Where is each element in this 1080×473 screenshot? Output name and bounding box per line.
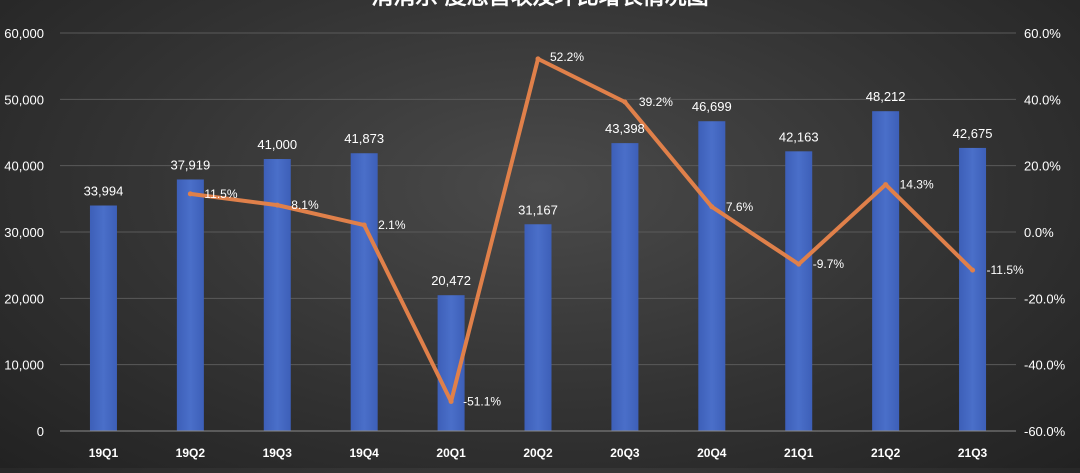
pct-value-label: -51.1% bbox=[463, 394, 501, 408]
right-tick-label: -20.0% bbox=[1024, 291, 1066, 306]
line-point bbox=[274, 202, 280, 208]
line-series bbox=[187, 56, 976, 404]
bar-value-label: 20,472 bbox=[431, 273, 471, 288]
right-tick-label: -40.0% bbox=[1024, 358, 1066, 373]
bar-value-label: 42,675 bbox=[953, 126, 993, 141]
bar bbox=[785, 151, 813, 431]
line-point bbox=[883, 182, 889, 188]
bar bbox=[89, 205, 117, 431]
left-tick-label: 50,000 bbox=[4, 92, 44, 107]
line-point bbox=[448, 398, 454, 404]
bar bbox=[350, 153, 378, 431]
left-tick-label: 30,000 bbox=[4, 225, 44, 240]
right-axis: -60.0% -40.0% -20.0% 0.0% 20.0% 40.0% 60.0% bbox=[1024, 26, 1066, 439]
bar-series bbox=[89, 111, 987, 432]
pct-value-label: 7.6% bbox=[726, 200, 754, 214]
pct-value-label: -11.5% bbox=[987, 263, 1024, 277]
bar bbox=[872, 111, 900, 432]
right-tick-label: 0.0% bbox=[1024, 225, 1054, 240]
pct-value-label: 11.5% bbox=[204, 187, 237, 201]
x-tick-label: 21Q2 bbox=[871, 446, 901, 460]
bar-value-label: 41,873 bbox=[344, 131, 384, 146]
bar bbox=[263, 159, 291, 432]
bar bbox=[176, 179, 204, 431]
left-tick-label: 20,000 bbox=[4, 291, 44, 306]
x-tick-label: 20Q4 bbox=[697, 446, 727, 460]
bar bbox=[959, 147, 987, 432]
x-tick-label: 20Q1 bbox=[436, 446, 466, 460]
line-point bbox=[187, 191, 193, 197]
x-tick-label: 21Q3 bbox=[958, 446, 988, 460]
pct-value-label: 39.2% bbox=[639, 95, 673, 109]
pct-value-label: 8.1% bbox=[291, 198, 319, 212]
bar-value-label: 37,919 bbox=[170, 157, 210, 172]
left-axis: 0 10,000 20,000 30,000 40,000 50,000 60,000 bbox=[4, 26, 44, 439]
bar-value-label: 48,212 bbox=[866, 89, 906, 104]
x-tick-label: 19Q1 bbox=[89, 446, 119, 460]
line-point bbox=[709, 204, 715, 210]
bar-value-label: 33,994 bbox=[84, 184, 124, 199]
line-point bbox=[970, 267, 976, 273]
bar-value-label: 41,000 bbox=[257, 137, 297, 152]
line-point bbox=[622, 99, 628, 105]
bar bbox=[524, 224, 552, 431]
x-tick-label: 20Q2 bbox=[523, 446, 553, 460]
x-tick-label: 19Q2 bbox=[176, 446, 206, 460]
right-tick-label: -60.0% bbox=[1024, 424, 1066, 439]
right-tick-label: 60.0% bbox=[1024, 26, 1061, 41]
bar-value-label: 43,398 bbox=[605, 121, 645, 136]
pct-value-label: 2.1% bbox=[378, 218, 406, 232]
left-tick-label: 0 bbox=[37, 424, 44, 439]
pct-value-label: 52.2% bbox=[550, 50, 584, 64]
chart-title: 消消乐·度思营收及环比增长情况图 bbox=[371, 0, 708, 9]
bar-value-label: 42,163 bbox=[779, 129, 819, 144]
bar-value-label: 46,699 bbox=[692, 99, 732, 114]
left-tick-label: 40,000 bbox=[4, 159, 44, 174]
pct-value-label: 14.3% bbox=[900, 178, 934, 192]
line-point bbox=[361, 222, 367, 228]
bar-value-label: 31,167 bbox=[518, 202, 558, 217]
left-tick-label: 60,000 bbox=[4, 26, 44, 41]
x-tick-label: 19Q3 bbox=[263, 446, 293, 460]
line-point bbox=[535, 56, 541, 62]
x-axis: 19Q1 19Q2 19Q3 19Q4 20Q1 20Q2 20Q3 20Q4 21Q1 21Q2… bbox=[60, 430, 1016, 460]
bar bbox=[698, 121, 726, 431]
growth-line bbox=[188, 56, 975, 404]
bar bbox=[611, 143, 639, 432]
pct-value-label: -9.7% bbox=[813, 257, 845, 271]
x-tick-label: 19Q4 bbox=[350, 446, 380, 460]
x-tick-label: 21Q1 bbox=[784, 446, 814, 460]
right-tick-label: 20.0% bbox=[1024, 159, 1061, 174]
x-tick-label: 20Q3 bbox=[610, 446, 640, 460]
bar-labels: 33,994 37,919 41,000 41,873 20,472 31,167 43,3… bbox=[84, 89, 993, 288]
line-point bbox=[796, 261, 802, 267]
left-tick-label: 10,000 bbox=[4, 358, 44, 373]
right-tick-label: 40.0% bbox=[1024, 92, 1061, 107]
pct-labels: 11.5% 8.1% 2.1% -51.1% 52.2% 39.2% 7.6% -9.7% 14… bbox=[204, 50, 1024, 409]
